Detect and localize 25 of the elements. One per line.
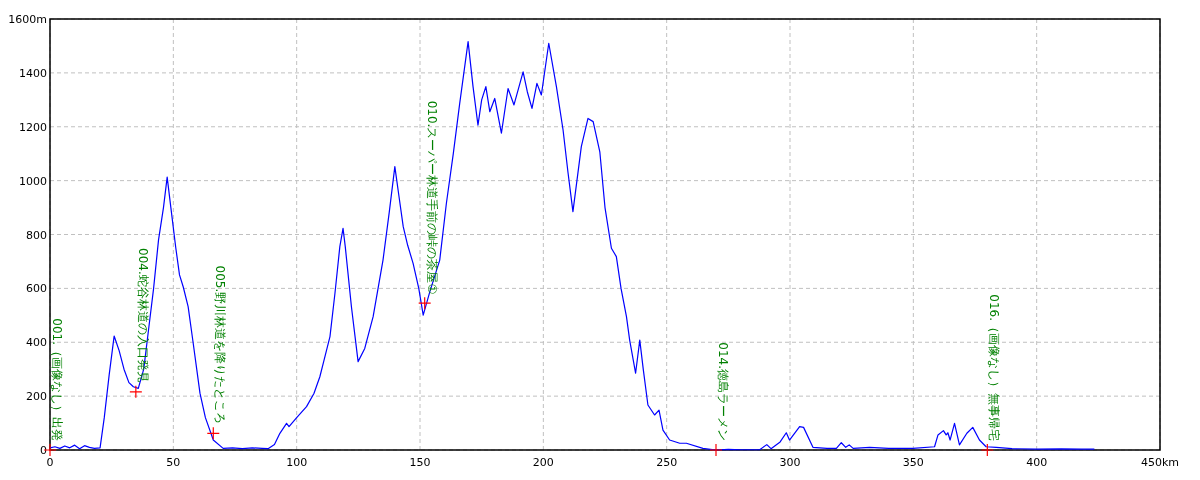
x-tick-label: 100 xyxy=(286,456,308,469)
x-tick-label: 200 xyxy=(532,456,554,469)
line-series xyxy=(49,41,1095,451)
annotation: 014.徳島ラーメン xyxy=(716,342,730,441)
y-tick-label: 1200 xyxy=(19,120,47,134)
y-tick-label: 600 xyxy=(26,282,47,296)
y-tick-label: 200 xyxy=(26,390,47,404)
x-tick-label: 300 xyxy=(779,456,801,469)
x-tick-label: 350 xyxy=(902,456,924,469)
y-tick-label: 0 xyxy=(40,444,47,457)
x-tick-label: 250 xyxy=(656,456,678,469)
annotation: 004.蛇谷林道の入口発見 xyxy=(135,248,150,383)
annotation: 001.（画像なし）出発 xyxy=(50,318,64,441)
x-tick-label: 450km xyxy=(1140,456,1180,469)
y-tick-label: 1400 xyxy=(19,66,47,80)
x-tick-label: 50 xyxy=(166,456,181,469)
y-tick-label: 1600m xyxy=(8,13,47,26)
y-tick-label: 400 xyxy=(26,336,47,350)
annotation: 005.野川林道を降りたところ xyxy=(213,265,228,425)
y-tick-label: 1000 xyxy=(19,174,47,188)
x-tick-label: 400 xyxy=(1026,456,1048,469)
annotation: 010.スーパー林道手前の峠の茶屋① xyxy=(424,100,439,295)
y-tick-label: 800 xyxy=(26,228,47,242)
annotation: 016.（画像なし）無事帰宅 xyxy=(987,294,1002,441)
x-tick-label: 150 xyxy=(409,456,431,469)
